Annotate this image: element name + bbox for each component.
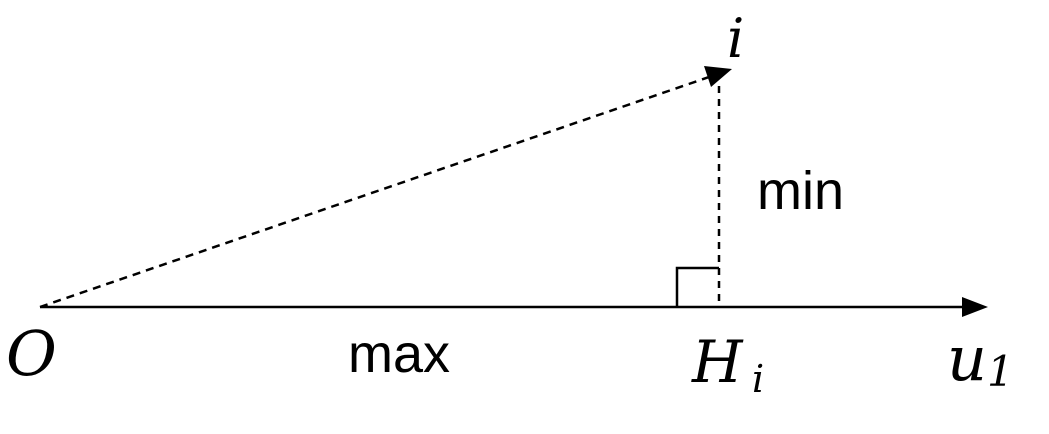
max-label: max xyxy=(348,324,450,384)
foot-hi-label: H i xyxy=(691,328,764,401)
axis-subscript-label: 1 xyxy=(987,347,1014,396)
foot-subscript-label: i xyxy=(752,357,764,401)
axis-u1-label: u 1 xyxy=(947,322,1014,396)
foot-base-label: H xyxy=(691,328,744,396)
right-angle-marker xyxy=(675,266,719,307)
u1-axis-arrowhead xyxy=(962,297,988,317)
point-i-label: i xyxy=(727,7,744,70)
origin-label: O xyxy=(6,317,57,390)
axis-base-label: u xyxy=(947,322,987,395)
vector-o-to-i xyxy=(39,74,713,309)
vector-arrowhead xyxy=(704,66,732,87)
min-label: min xyxy=(757,161,844,221)
